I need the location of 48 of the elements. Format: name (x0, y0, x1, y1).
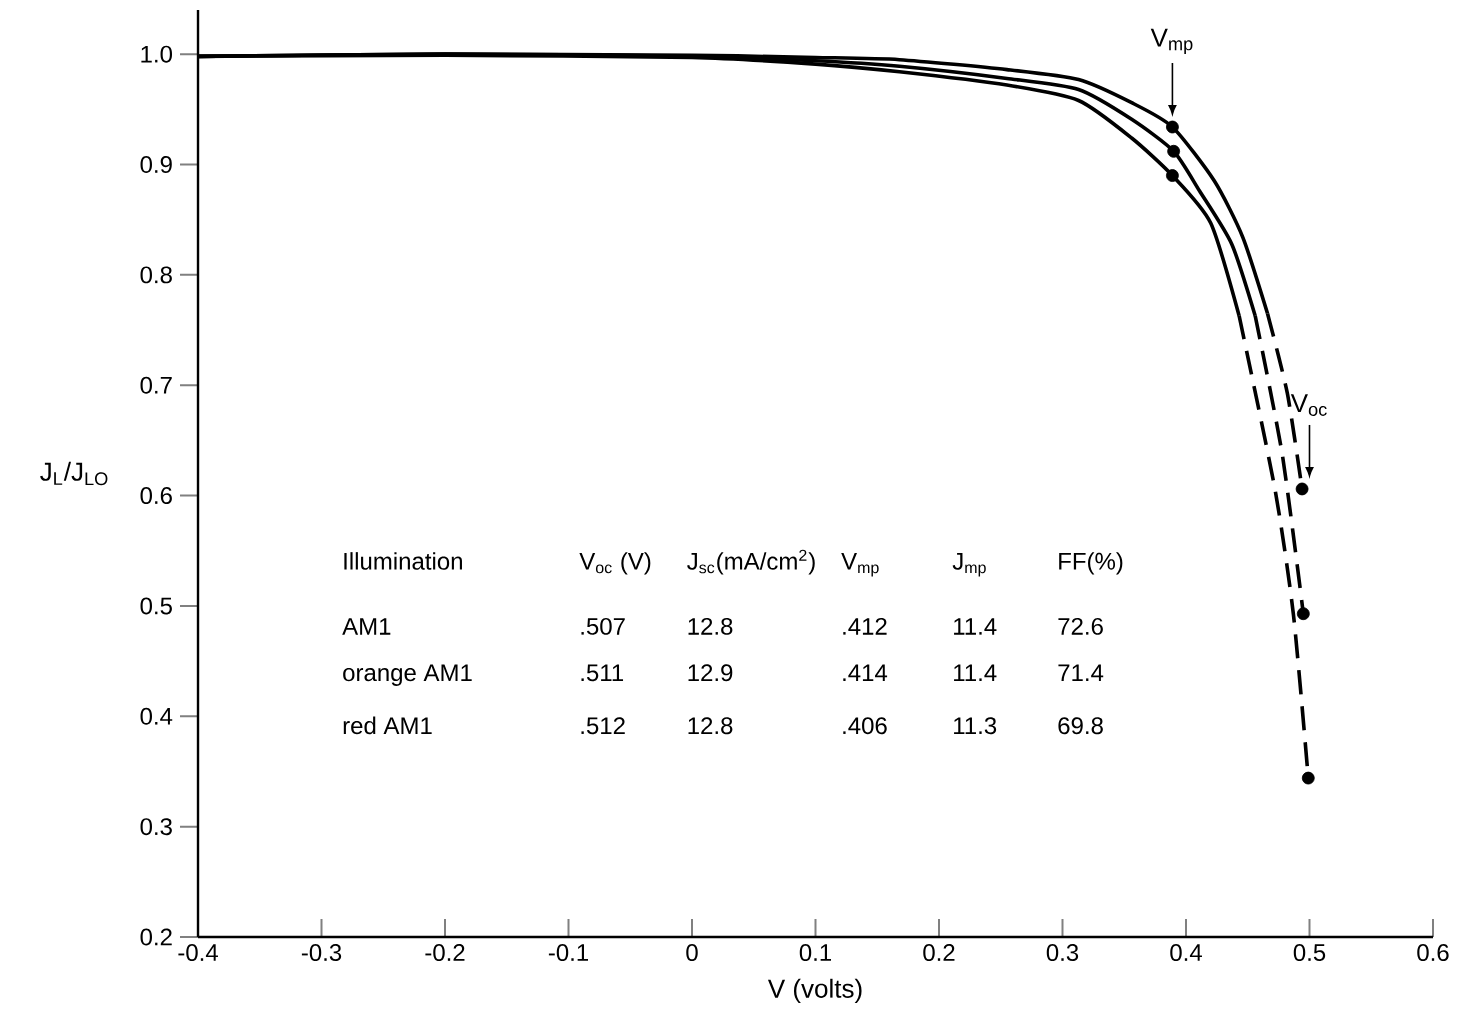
x-tick-label: -0.2 (425, 944, 465, 962)
annotation: .512 (581, 717, 625, 735)
x-tick-label: 0.1 (799, 944, 832, 962)
x-tick-label: -0.4 (178, 944, 218, 962)
y-tick-label: 0.8 (140, 266, 172, 284)
annotation: V$_{mp}$ (1150, 28, 1193, 54)
x-tick-label: -0.3 (301, 944, 342, 962)
y-axis-title: J$_{L}$/J$_{LO}$ (40, 461, 108, 486)
x-tick-label: 0.5 (1293, 944, 1326, 962)
annotation: 11.4 (954, 618, 997, 635)
annotation: 12.8 (688, 617, 733, 635)
annotation: AM1 (342, 618, 391, 635)
x-tick-label: 0.2 (923, 944, 955, 962)
y-tick-label: 0.5 (140, 597, 172, 615)
y-tick-label: 0.2 (140, 928, 172, 946)
annotation: 11.3 (954, 717, 997, 735)
annotation: .406 (843, 717, 887, 735)
x-tick-label: 0.3 (1046, 944, 1079, 962)
annotation: .412 (843, 617, 887, 635)
y-tick-label: 0.6 (140, 487, 172, 505)
annotation: J$_{sc}$(mA/cm$^{2}$) (687, 549, 815, 575)
annotation: Illumination (344, 552, 462, 570)
annotation: V$_{oc}$ (V) (579, 552, 651, 575)
x-axis-title: V (volts) (767, 978, 862, 1004)
annotation: .511 (581, 664, 624, 682)
x-tick-label: 0 (686, 944, 698, 962)
y-tick-label: 0.7 (140, 376, 172, 394)
y-tick-label: 0.3 (140, 818, 172, 836)
annotation: 12.9 (688, 664, 733, 682)
annotation: J$_{mp}$ (952, 553, 986, 577)
y-tick-label: 0.9 (140, 156, 172, 173)
x-tick-label: 0.6 (1417, 944, 1449, 962)
annotation: V$_{mp}$ (841, 553, 879, 577)
annotation: .414 (843, 664, 888, 681)
x-tick-label: -0.1 (548, 944, 589, 962)
y-tick-label: 1.0 (141, 45, 173, 63)
annotation: 12.8 (688, 717, 733, 735)
annotation: orange AM1 (343, 664, 472, 686)
annotation: 72.6 (1058, 617, 1103, 635)
annotation: 69.8 (1058, 717, 1103, 735)
annotation: FF(%) (1059, 552, 1123, 575)
annotation: V$_{oc}$ (1290, 394, 1327, 416)
y-tick-label: 0.4 (140, 707, 173, 725)
annotation: 11.4 (954, 664, 997, 681)
annotation: .507 (581, 617, 625, 635)
annotation: red AM1 (343, 716, 432, 735)
x-tick-label: 0.4 (1170, 944, 1202, 962)
annotation: 71.4 (1058, 664, 1104, 681)
